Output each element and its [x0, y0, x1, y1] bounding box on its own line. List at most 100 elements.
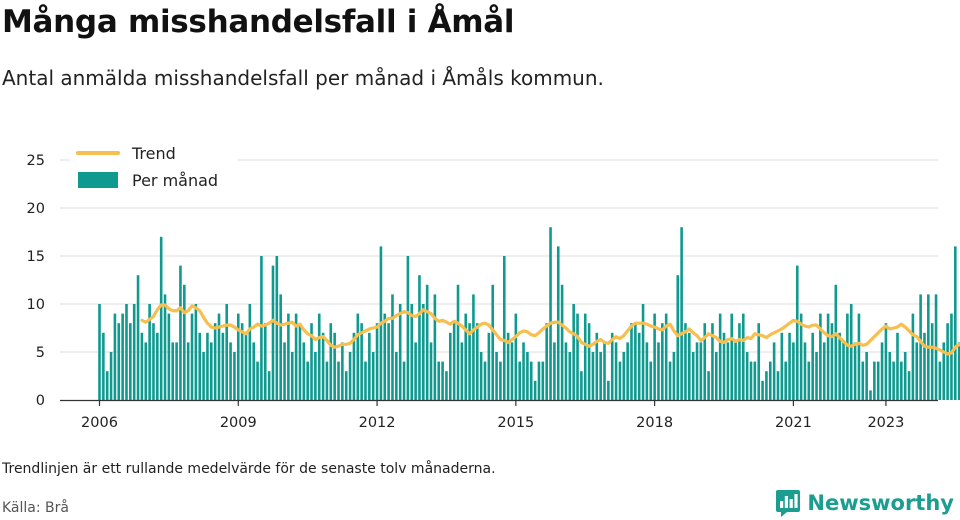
bar [699, 342, 703, 400]
bar [915, 342, 919, 400]
bar [236, 313, 240, 400]
bar [580, 371, 583, 400]
bar [684, 323, 687, 400]
bar [545, 323, 548, 400]
bar-chart-speech-bubble-icon [776, 490, 801, 517]
bar [487, 332, 491, 400]
x-tick-label: 2021 [775, 415, 812, 431]
bar [402, 361, 406, 400]
chart-title: Många misshandelsfall i Åmål [2, 4, 515, 40]
bar [298, 323, 302, 400]
bar [132, 304, 136, 400]
bar [306, 361, 309, 400]
bar [422, 304, 425, 400]
bar [529, 361, 533, 400]
bar [930, 323, 934, 400]
bar [776, 371, 780, 400]
x-tick-label: 2023 [867, 415, 904, 431]
bar [375, 323, 379, 400]
bar [310, 323, 313, 400]
bar [537, 361, 541, 400]
bar [371, 352, 375, 400]
bar [495, 352, 498, 400]
bar [449, 332, 452, 400]
bar [846, 313, 849, 400]
bar [903, 352, 907, 400]
y-tick-label: 25 [27, 153, 45, 169]
bar [954, 246, 957, 400]
bar [206, 332, 209, 400]
bar [526, 352, 529, 400]
bar [772, 342, 776, 400]
bar [645, 342, 649, 400]
bar [244, 332, 248, 400]
bar [337, 361, 340, 400]
bar [795, 265, 799, 400]
x-tick-label: 2012 [359, 415, 396, 431]
bar [121, 313, 124, 400]
bar [356, 313, 360, 400]
bar [726, 342, 730, 400]
bar [603, 342, 606, 400]
bar [707, 371, 710, 400]
bar [853, 342, 857, 400]
bar [734, 342, 737, 400]
bar [822, 342, 826, 400]
bar [873, 361, 876, 400]
bar [429, 342, 433, 400]
bar [607, 380, 610, 400]
bar [672, 352, 676, 400]
bar [738, 323, 741, 400]
bar [826, 313, 830, 400]
x-tick-label: 2009 [220, 415, 257, 431]
bar [884, 323, 888, 400]
bar [641, 304, 645, 400]
bar [290, 352, 294, 400]
bar [799, 313, 803, 400]
bar [657, 342, 660, 400]
bar [583, 313, 587, 400]
bar [838, 332, 841, 400]
bar [279, 294, 282, 400]
bar [248, 304, 252, 400]
bar [102, 332, 105, 400]
bar [387, 323, 390, 400]
bar [175, 342, 178, 400]
bar [510, 342, 514, 400]
bar [263, 323, 267, 400]
bar [703, 323, 707, 400]
bar [880, 342, 884, 400]
bar [456, 284, 460, 400]
bar [475, 323, 479, 400]
bar [896, 332, 899, 400]
bar [942, 342, 946, 400]
bar [815, 352, 818, 400]
bar [618, 361, 622, 400]
legend-bar-label: Per månad [132, 171, 218, 190]
bar [287, 313, 290, 400]
bar [923, 332, 926, 400]
bar [614, 342, 618, 400]
bar [325, 361, 329, 400]
bar [518, 361, 521, 400]
bar [626, 342, 629, 400]
bar [252, 342, 255, 400]
bar [757, 323, 761, 400]
bar [807, 361, 811, 400]
bar [622, 352, 626, 400]
y-tick-label: 20 [27, 201, 45, 217]
bar [213, 323, 217, 400]
bar [861, 361, 865, 400]
bar [911, 313, 915, 400]
bar [256, 361, 259, 400]
bar [464, 313, 468, 400]
bar [819, 313, 822, 400]
bar [352, 332, 356, 400]
bar [842, 342, 845, 400]
bar [560, 284, 564, 400]
bar [730, 313, 734, 400]
bar [661, 323, 664, 400]
bar [344, 371, 348, 400]
bar [395, 352, 398, 400]
bar [857, 313, 861, 400]
